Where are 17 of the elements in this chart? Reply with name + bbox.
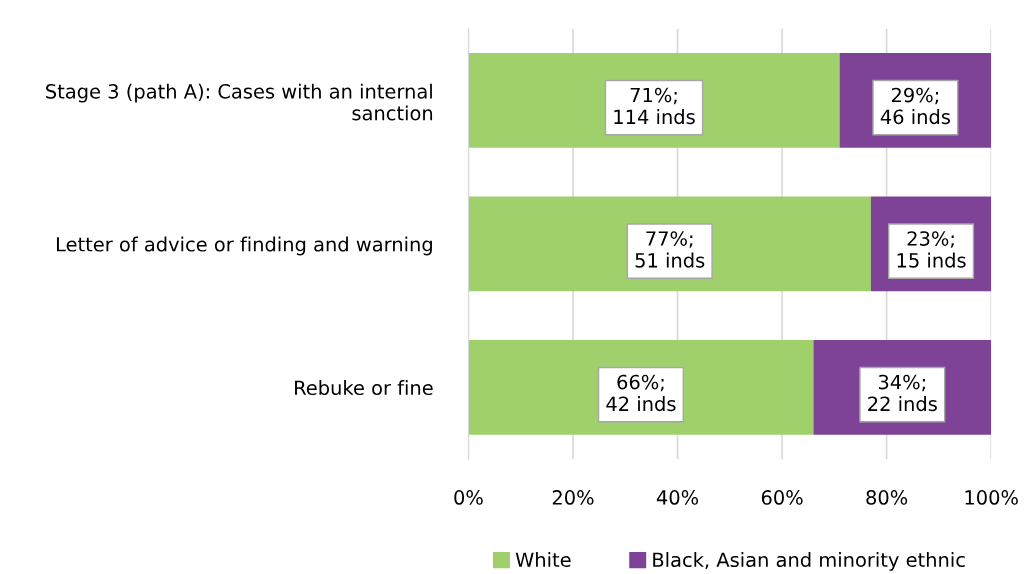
x-tick-label: 20% xyxy=(552,490,594,505)
data-label: 77%; 51 inds xyxy=(635,231,705,268)
legend-label: White xyxy=(515,552,571,568)
x-tick-label: 40% xyxy=(656,490,699,505)
x-tick-label: 100% xyxy=(965,490,1018,505)
data-label: 34%; 22 inds xyxy=(868,374,937,412)
data-label: 71%; 114 inds xyxy=(614,87,695,125)
y-tick-label: Letter of advice or finding and warning xyxy=(56,236,432,256)
x-tick-label: 0% xyxy=(454,490,483,505)
data-label: 29%; 46 inds xyxy=(880,87,950,125)
x-tick-label: 60% xyxy=(761,490,803,505)
x-tick-label: 80% xyxy=(866,490,908,505)
y-tick-label: Rebuke or fine xyxy=(295,380,433,396)
y-tick-label: Stage 3 (path A): Cases with an internal sanction xyxy=(46,83,433,121)
legend-label: Black, Asian and minority ethnic xyxy=(653,552,965,571)
data-label: 66%; 42 inds xyxy=(606,374,676,412)
data-label: 23%; 15 inds xyxy=(897,231,966,268)
